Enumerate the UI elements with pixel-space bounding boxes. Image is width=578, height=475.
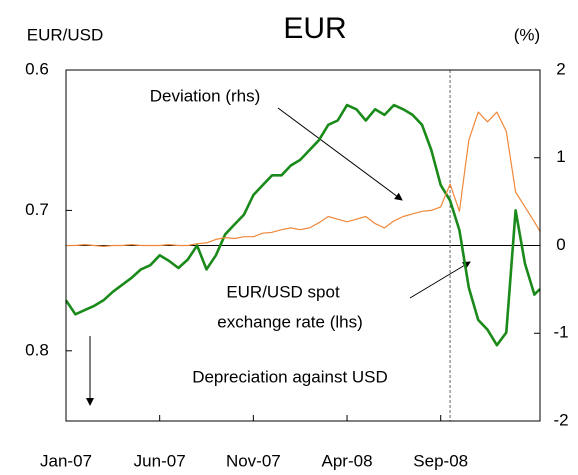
y-tick-label: 0.6: [25, 59, 49, 78]
chart-title: EUR: [283, 12, 346, 45]
y-axis-label: EUR/USD: [27, 25, 104, 44]
x-tick-label: Jan-07: [40, 451, 92, 470]
y2-axis-label: (%): [514, 25, 540, 44]
plot-frame: [65, 69, 541, 422]
y2-tick-label: 0: [556, 235, 565, 254]
annotation: Deviation (rhs): [150, 86, 261, 105]
annotation: Depreciation against USD: [192, 367, 388, 386]
x-tick-label: Apr-08: [322, 451, 373, 470]
y2-tick-label: -2: [553, 410, 568, 429]
annotation: EUR/USD spot: [226, 282, 340, 301]
y-tick-label: 0.8: [25, 340, 49, 359]
y2-tick-label: 2: [556, 59, 565, 78]
series-line: [66, 111, 541, 247]
x-tick-label: Sep-08: [413, 451, 468, 470]
series-line: [64, 103, 541, 347]
annotation: exchange rate (lhs): [217, 312, 363, 331]
x-tick-label: Jun-07: [134, 451, 186, 470]
y-tick-label: 0.7: [25, 200, 49, 219]
annotation-arrow: [409, 261, 471, 299]
y2-tick-label: 1: [556, 147, 565, 166]
x-tick-label: Nov-07: [226, 451, 281, 470]
y2-tick-label: -1: [553, 323, 568, 342]
annotation-arrow: [277, 107, 403, 201]
